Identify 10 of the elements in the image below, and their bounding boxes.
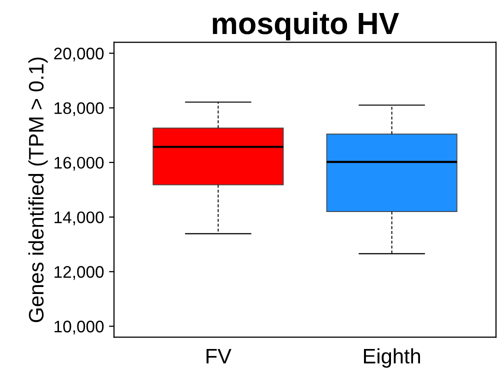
x-tick-label: Eighth — [364, 348, 420, 368]
y-tick-label: 20,000 — [54, 48, 104, 62]
chart-title: mosquito HV — [212, 12, 400, 40]
y-tick-label: 12,000 — [54, 266, 104, 280]
x-tick-label: FV — [206, 349, 232, 364]
y-tick-label: 10,000 — [54, 320, 104, 334]
y-tick-label: 14,000 — [54, 211, 104, 226]
y-axis-title: Genes identified (TPM > 0.1) — [28, 58, 48, 322]
y-tick-label: 18,000 — [54, 102, 104, 116]
y-tick-label: 16,000 — [54, 156, 104, 171]
